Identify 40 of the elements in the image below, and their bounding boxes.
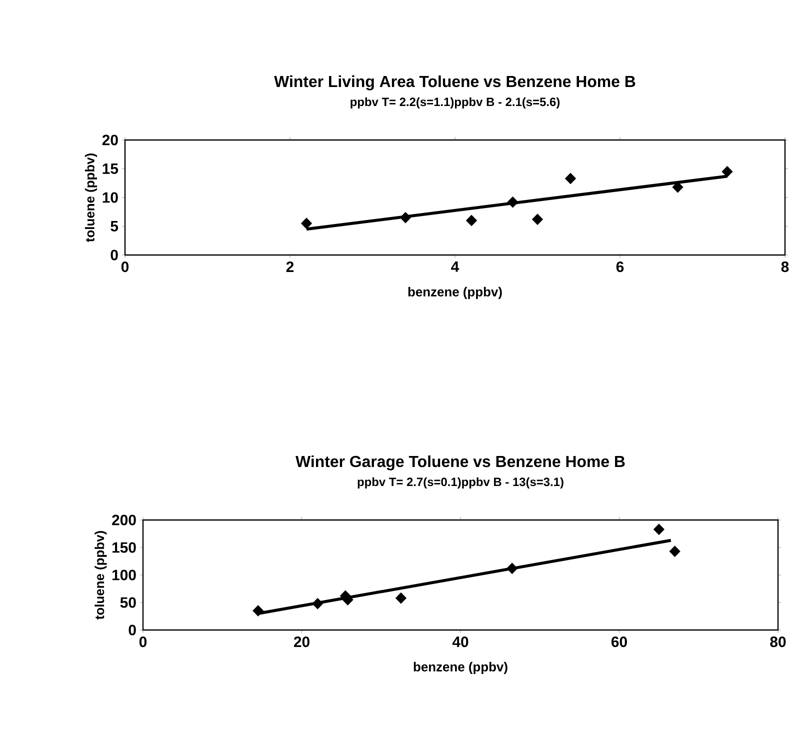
y-axis-title: toluene (ppbv) <box>84 154 98 242</box>
point <box>653 524 665 536</box>
point <box>466 214 478 226</box>
point <box>564 172 576 184</box>
y-tick-label: 150 <box>112 542 136 553</box>
y-axis-title: toluene (ppbv) <box>94 531 107 620</box>
chart-title: Winter Garage Toluene vs Benzene Home B <box>296 455 625 470</box>
x-tick-label: 6 <box>616 262 624 272</box>
x-tick-label: 60 <box>611 636 627 648</box>
point <box>300 218 312 230</box>
x-tick-label: 40 <box>452 636 468 648</box>
y-tick-label: 100 <box>112 570 136 580</box>
x-tick-label: 0 <box>139 636 147 648</box>
chart-subtitle: ppbv T= 2.7(s=0.1)ppbv B - 13(s=3.1) <box>358 477 564 489</box>
point <box>669 546 680 558</box>
x-tick-label: 20 <box>294 636 310 648</box>
x-axis-title: benzene (ppbv) <box>408 286 502 300</box>
y-tick-label: 200 <box>112 514 136 526</box>
chart-title: Winter Living Area Toluene vs Benzene Home B <box>274 75 636 90</box>
y-tick-label: 0 <box>110 250 118 260</box>
point <box>722 166 733 178</box>
point <box>506 562 518 574</box>
point <box>395 592 407 604</box>
point <box>312 598 324 610</box>
point <box>532 214 544 226</box>
y-tick-label: 5 <box>110 221 118 232</box>
y-tick-label: 0 <box>128 624 136 636</box>
y-tick-label: 15 <box>102 164 118 174</box>
x-tick-label: 80 <box>770 636 786 648</box>
y-tick-label: 50 <box>120 597 136 608</box>
point <box>252 605 264 616</box>
y-tick-label: 20 <box>102 134 118 146</box>
x-tick-label: 8 <box>781 262 789 272</box>
point <box>507 196 518 208</box>
y-tick-label: 10 <box>102 192 118 203</box>
x-tick-label: 2 <box>286 262 294 272</box>
chart-subtitle: ppbv T= 2.2(s=1.1)ppbv B - 2.1(s=5.6) <box>350 97 560 108</box>
x-axis-title: benzene (ppbv) <box>414 662 508 674</box>
x-tick-label: 4 <box>451 262 460 272</box>
point <box>400 212 412 224</box>
